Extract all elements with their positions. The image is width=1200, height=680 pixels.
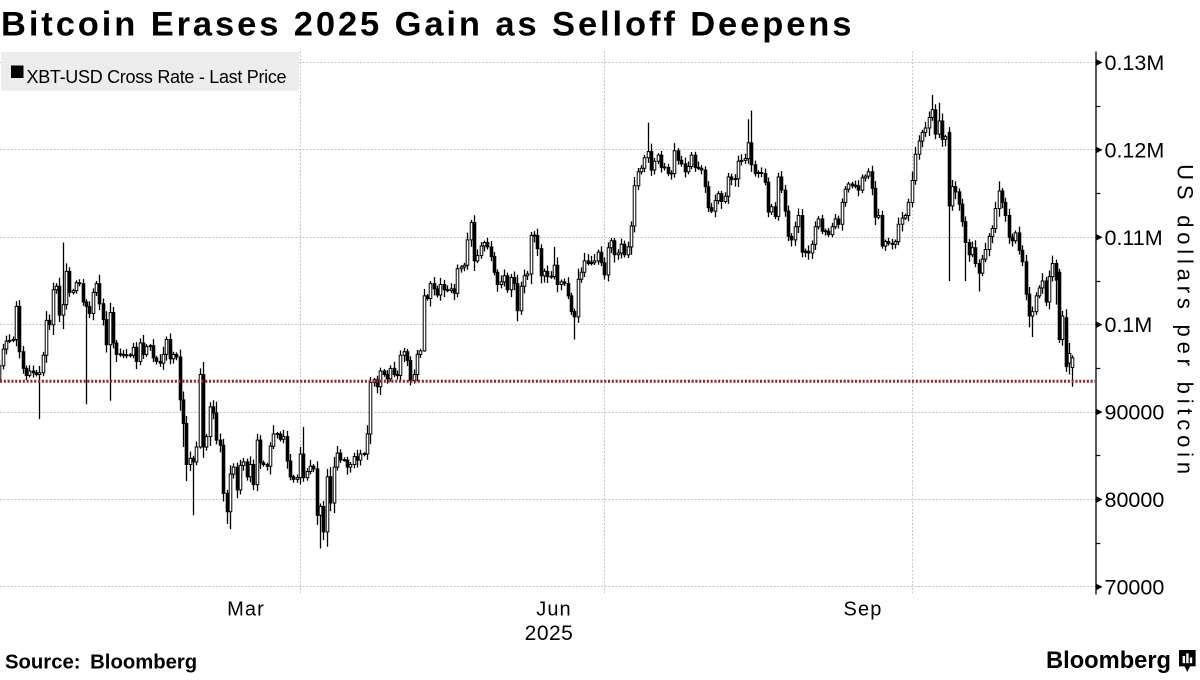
svg-text:US dollars per bitcoin: US dollars per bitcoin — [1173, 164, 1198, 479]
svg-text:Sep: Sep — [844, 599, 883, 621]
svg-text:0.12M: 0.12M — [1105, 138, 1165, 162]
svg-text:Source: Bloomberg: Source: Bloomberg — [5, 652, 197, 674]
svg-text:80000: 80000 — [1105, 488, 1165, 512]
svg-text:Jun: Jun — [536, 599, 572, 621]
svg-text:0.13M: 0.13M — [1105, 51, 1165, 75]
svg-text:Bloomberg: Bloomberg — [1046, 648, 1171, 674]
svg-text:Bitcoin Erases 2025 Gain as Se: Bitcoin Erases 2025 Gain as Selloff Deep… — [1, 6, 854, 44]
svg-text:XBT-USD Cross Rate - Last Pric: XBT-USD Cross Rate - Last Price — [27, 67, 287, 87]
svg-text:0.1M: 0.1M — [1105, 313, 1153, 337]
svg-text:70000: 70000 — [1105, 575, 1165, 599]
svg-text:2025: 2025 — [525, 622, 574, 645]
svg-text:0.11M: 0.11M — [1105, 226, 1163, 250]
svg-text:90000: 90000 — [1105, 401, 1165, 425]
svg-text:Mar: Mar — [227, 599, 265, 621]
